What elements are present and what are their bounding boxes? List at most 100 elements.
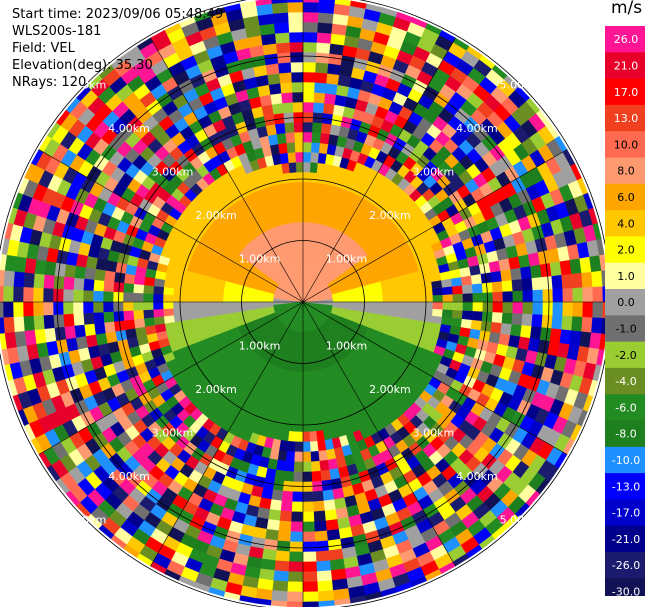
ppi-cell [451, 285, 464, 295]
ppi-cell [202, 301, 214, 308]
range-ring-label: 4.00km [108, 470, 150, 483]
ppi-cell [511, 278, 523, 292]
ppi-cell [295, 421, 304, 433]
ppi-cell [132, 283, 145, 294]
ppi-cell [461, 283, 474, 294]
ppi-cell [309, 161, 318, 173]
ppi-cell [302, 371, 308, 383]
ppi-cell [72, 289, 84, 303]
ppi-cell [124, 264, 137, 276]
ppi-cell [93, 312, 105, 325]
ppi-cell [482, 301, 494, 313]
ppi-cell [276, 52, 291, 64]
ppi-cell [83, 312, 95, 326]
ppi-cell [326, 528, 341, 541]
ppi-cell [62, 289, 74, 303]
colorbar-tick-label: -30.0 [612, 585, 640, 596]
ppi-cell [402, 295, 414, 303]
ppi-cell [103, 270, 116, 283]
colorbar-tick-label: -6.0 [615, 401, 636, 414]
ppi-cell [192, 295, 204, 303]
ppi-cell [286, 601, 304, 607]
ppi-cell [552, 301, 564, 316]
ppi-cell [500, 322, 513, 336]
ppi-cell [43, 274, 55, 290]
ppi-cell [283, 121, 295, 134]
ppi-cell [302, 131, 313, 143]
colorbar-swatch [605, 131, 645, 158]
ppi-cell [316, 22, 333, 34]
ppi-cell [302, 441, 312, 453]
ppi-cell [281, 102, 294, 114]
ppi-cell [202, 296, 214, 303]
ppi-cell [296, 401, 304, 413]
ppi-cell [541, 275, 553, 290]
ppi-cell [311, 131, 322, 144]
ppi-cell [307, 201, 314, 213]
ppi-cell [318, 0, 335, 4]
ppi-cell [512, 301, 524, 314]
ppi-cell [469, 328, 482, 340]
ppi-cell [212, 301, 224, 307]
ppi-cell [471, 282, 484, 294]
ppi-cell [323, 92, 337, 105]
ppi-cell [290, 61, 304, 73]
ppi-cell [472, 292, 484, 303]
ppi-cell [34, 259, 47, 276]
ppi-cell [288, 161, 297, 173]
colorbar-swatch [605, 499, 645, 527]
ppi-cell [288, 431, 297, 443]
ppi-cell [212, 297, 224, 303]
ppi-cell [502, 301, 514, 314]
ppi-cell [302, 1, 319, 13]
ppi-cell [271, 102, 284, 115]
ppi-cell [93, 279, 105, 292]
ppi-cell [302, 71, 316, 83]
ppi-cell [292, 111, 304, 123]
ppi-cell [142, 309, 155, 319]
ppi-cell [22, 287, 34, 303]
ppi-cell [329, 123, 341, 136]
ppi-cell [326, 63, 341, 76]
colorbar-swatch [605, 525, 645, 553]
ppi-cell [432, 308, 444, 317]
range-ring-label: 2.00km [195, 383, 237, 396]
colorbar-tick-label: -4.0 [615, 375, 636, 388]
ppi-cell [222, 301, 234, 307]
ppi-cell [3, 316, 15, 334]
ppi-cell [153, 278, 165, 288]
ppi-cell [142, 285, 155, 295]
ppi-cell [432, 294, 444, 303]
colorbar-tick-label: -10.0 [612, 454, 640, 467]
colorbar-swatch [605, 420, 645, 448]
ppi-cell [531, 313, 543, 328]
ppi-cell [288, 561, 304, 573]
ppi-cell [422, 294, 434, 303]
ppi-cell [284, 460, 295, 473]
ppi-cell [549, 261, 562, 277]
colorbar-swatch [605, 262, 645, 290]
ppi-cell [22, 301, 34, 317]
colorbar-swatch [605, 578, 645, 596]
ppi-cell [296, 411, 304, 423]
ppi-cell [12, 286, 24, 303]
ppi-cell [302, 201, 309, 213]
ppi-cell [182, 289, 194, 297]
ppi-cell [562, 287, 574, 303]
ppi-cell [52, 301, 64, 316]
colorbar-swatch [605, 157, 645, 185]
ppi-cell [382, 305, 394, 312]
ppi-cell [471, 310, 484, 322]
ppi-cell [316, 32, 332, 44]
ppi-cell [462, 292, 474, 303]
ppi-cell [324, 509, 338, 522]
ppi-cell [297, 201, 304, 213]
ppi-cell [302, 581, 319, 593]
ppi-cell [551, 314, 563, 330]
ppi-cell [0, 285, 4, 303]
colorbar-tick-label: -2.0 [615, 349, 636, 362]
ppi-cell [302, 481, 314, 493]
ppi-cell [12, 301, 24, 318]
colorbar-swatch [605, 289, 645, 316]
colorbar-tick-label: 17.0 [614, 86, 639, 99]
